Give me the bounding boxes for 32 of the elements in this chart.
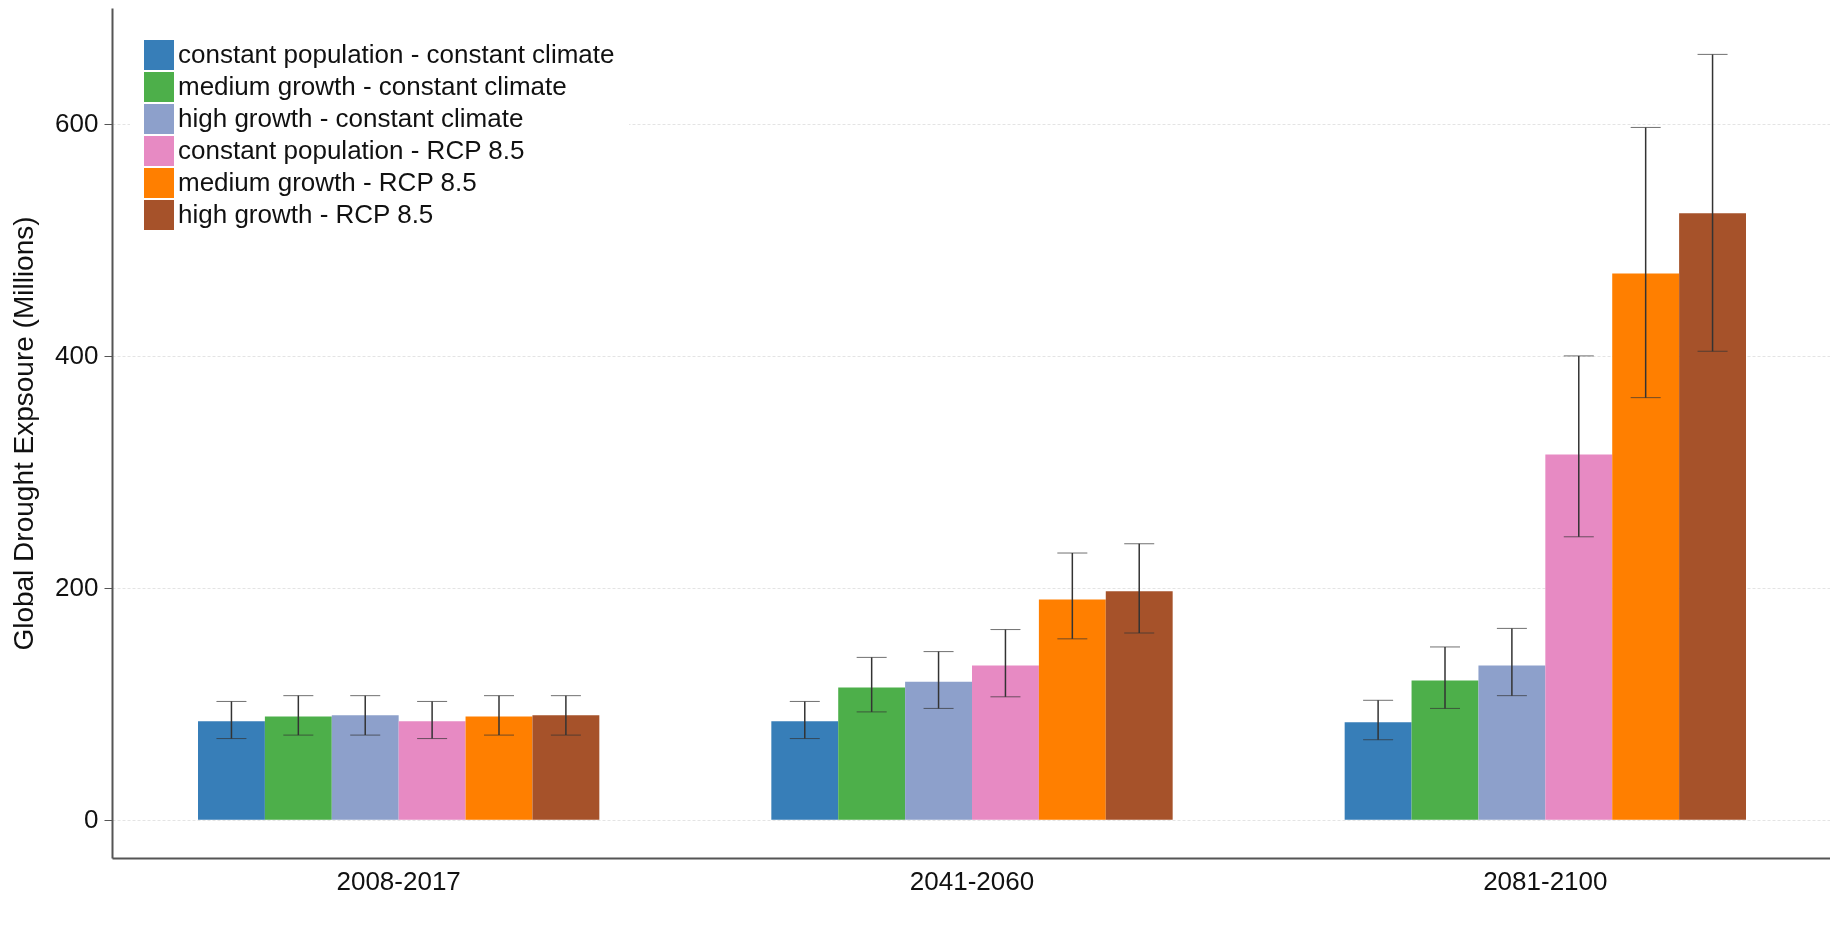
bar bbox=[331, 715, 399, 820]
y-tick-label: 0 bbox=[84, 804, 99, 835]
x-tick-label: 2041-2060 bbox=[909, 865, 1035, 896]
legend-label: medium growth - constant climate bbox=[178, 71, 567, 101]
bar bbox=[972, 665, 1039, 820]
y-tick-label: 400 bbox=[55, 340, 99, 371]
bar bbox=[905, 681, 972, 820]
bar bbox=[771, 721, 839, 820]
bar bbox=[1105, 591, 1173, 820]
bar bbox=[1411, 680, 1479, 820]
bar bbox=[1038, 599, 1106, 820]
legend-label: high growth - RCP 8.5 bbox=[178, 199, 434, 229]
bar bbox=[838, 687, 906, 820]
y-tick-label: 600 bbox=[55, 108, 99, 139]
bar bbox=[264, 716, 332, 820]
bar bbox=[198, 721, 265, 820]
bar bbox=[398, 721, 466, 820]
legend-label: constant population - constant climate bbox=[178, 39, 615, 69]
legend-label: high growth - constant climate bbox=[178, 103, 524, 133]
bar bbox=[1612, 273, 1680, 820]
legend-label: constant population - RCP 8.5 bbox=[178, 135, 525, 165]
bar bbox=[1344, 722, 1412, 820]
bar bbox=[1545, 454, 1613, 820]
y-axis-title: Global Drought Expsoure (Millions) bbox=[8, 216, 40, 651]
x-tick-label: 2008-2017 bbox=[336, 865, 461, 896]
bar bbox=[1679, 213, 1746, 820]
x-tick-label: 2081-2100 bbox=[1483, 865, 1608, 896]
bar bbox=[1478, 665, 1546, 820]
legend-label: medium growth - RCP 8.5 bbox=[178, 167, 477, 197]
bar bbox=[532, 715, 600, 820]
y-tick-label: 200 bbox=[55, 572, 99, 603]
bar bbox=[465, 716, 533, 820]
